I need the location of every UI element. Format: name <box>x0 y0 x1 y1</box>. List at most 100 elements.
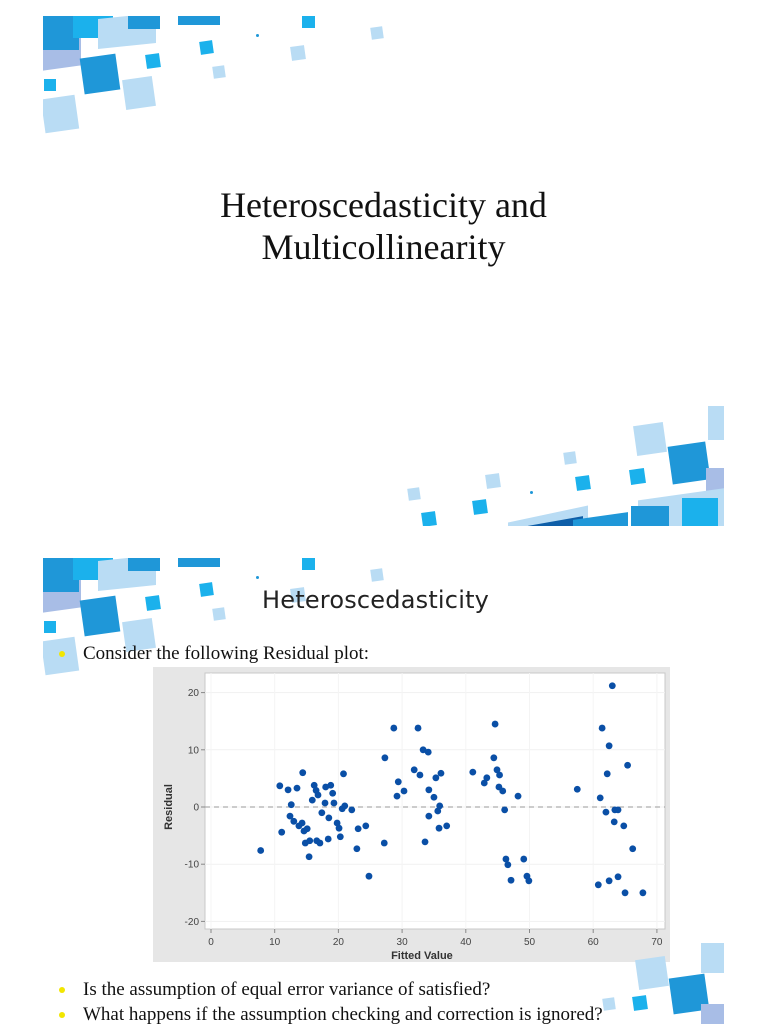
data-point <box>629 845 637 853</box>
data-point <box>437 769 445 777</box>
data-point <box>321 799 329 807</box>
bullet-dot-icon <box>59 987 65 993</box>
bullet-item: Is the assumption of equal error varianc… <box>57 977 603 1002</box>
data-point <box>419 746 427 754</box>
data-point <box>299 769 307 777</box>
data-point <box>621 889 629 897</box>
data-point <box>325 814 333 822</box>
data-point <box>333 819 341 827</box>
data-point <box>362 822 370 830</box>
content-slide: Heteroscedasticity Consider the followin… <box>43 558 724 1024</box>
decorative-squares-top-left <box>43 558 403 676</box>
data-point <box>298 819 306 827</box>
data-point <box>410 766 418 774</box>
data-point <box>483 774 491 782</box>
y-tick-label: 20 <box>188 688 200 699</box>
data-point <box>514 792 522 800</box>
y-axis-label: Residual <box>163 784 175 830</box>
data-point <box>432 774 440 782</box>
x-tick-label: 60 <box>588 937 600 948</box>
bullet-dot-icon <box>59 651 65 657</box>
data-point <box>421 838 429 846</box>
data-point <box>354 825 362 833</box>
bullet-item: What happens if the assumption checking … <box>57 1002 603 1024</box>
data-point <box>310 781 318 789</box>
data-point <box>602 808 610 816</box>
data-point <box>414 724 422 732</box>
data-point <box>624 761 631 769</box>
data-point <box>308 796 316 804</box>
data-point <box>276 782 284 790</box>
title-line-1: Heteroscedasticity and <box>220 185 547 225</box>
question-list: Is the assumption of equal error varianc… <box>57 977 603 1024</box>
data-point <box>608 682 616 690</box>
data-point <box>394 778 402 786</box>
data-point <box>573 785 581 793</box>
data-point <box>286 812 294 820</box>
x-tick-label: 30 <box>397 937 409 948</box>
data-point <box>365 872 373 880</box>
intro-list: Consider the following Residual plot: <box>57 641 369 666</box>
data-point <box>390 724 398 732</box>
data-point <box>257 847 265 854</box>
data-point <box>434 807 442 815</box>
data-point <box>425 812 433 820</box>
data-point <box>496 771 503 779</box>
data-point <box>610 818 618 826</box>
x-tick-label: 70 <box>651 937 663 948</box>
data-point <box>605 877 613 885</box>
data-point <box>330 799 338 807</box>
data-point <box>348 806 356 814</box>
data-point <box>290 817 298 825</box>
title-line-2: Multicollinearity <box>261 227 506 267</box>
slide-title: Heteroscedasticity and Multicollinearity <box>43 184 724 268</box>
data-point <box>318 809 326 817</box>
data-point <box>525 877 533 885</box>
bullet-text: Consider the following Residual plot: <box>83 643 370 664</box>
x-tick-label: 0 <box>208 937 214 948</box>
x-tick-label: 50 <box>524 937 536 948</box>
data-point <box>329 789 337 797</box>
data-point <box>305 853 313 861</box>
data-point <box>443 822 451 830</box>
bullet-text: Is the assumption of equal error varianc… <box>83 979 491 1000</box>
data-point <box>490 754 498 762</box>
data-point <box>620 822 628 830</box>
data-point <box>336 833 344 841</box>
data-point <box>416 771 424 779</box>
data-point <box>596 794 604 802</box>
data-point <box>424 748 432 756</box>
data-point <box>293 784 301 792</box>
x-tick-label: 20 <box>333 937 345 948</box>
data-point <box>603 770 611 778</box>
data-point <box>381 754 389 762</box>
data-point <box>341 802 349 810</box>
scatter-chart: -20 -10 0 10 20 0 10 20 30 40 50 60 70 Fitted Value Re… <box>163 672 666 962</box>
bullet-dot-icon <box>59 1012 65 1018</box>
slide-title: Heteroscedasticity <box>262 586 490 614</box>
y-tick-label: 10 <box>188 745 200 756</box>
data-point <box>507 876 515 884</box>
data-point <box>469 768 477 776</box>
data-point <box>306 837 314 845</box>
data-point <box>303 825 311 833</box>
y-tick-label: 0 <box>193 803 199 814</box>
title-slide: Heteroscedasticity and Multicollinearity <box>43 16 724 526</box>
plot-area <box>204 672 666 930</box>
x-tick-label: 40 <box>460 937 472 948</box>
data-point <box>639 889 647 897</box>
bullet-text: What happens if the assumption checking … <box>83 1004 603 1024</box>
data-point <box>520 855 528 863</box>
decorative-squares-top-left <box>43 16 403 146</box>
data-point <box>425 786 433 794</box>
y-tick-label: -20 <box>185 917 200 928</box>
data-point <box>504 861 512 869</box>
data-point <box>393 792 401 800</box>
data-point <box>491 720 499 728</box>
data-point <box>499 787 507 795</box>
data-point <box>324 835 332 843</box>
data-point <box>340 770 347 778</box>
residual-plot: -20 -10 0 10 20 0 10 20 30 40 50 60 70 Fitted Value Re… <box>153 667 670 962</box>
data-point <box>594 881 602 889</box>
y-tick-label: -10 <box>185 860 200 871</box>
